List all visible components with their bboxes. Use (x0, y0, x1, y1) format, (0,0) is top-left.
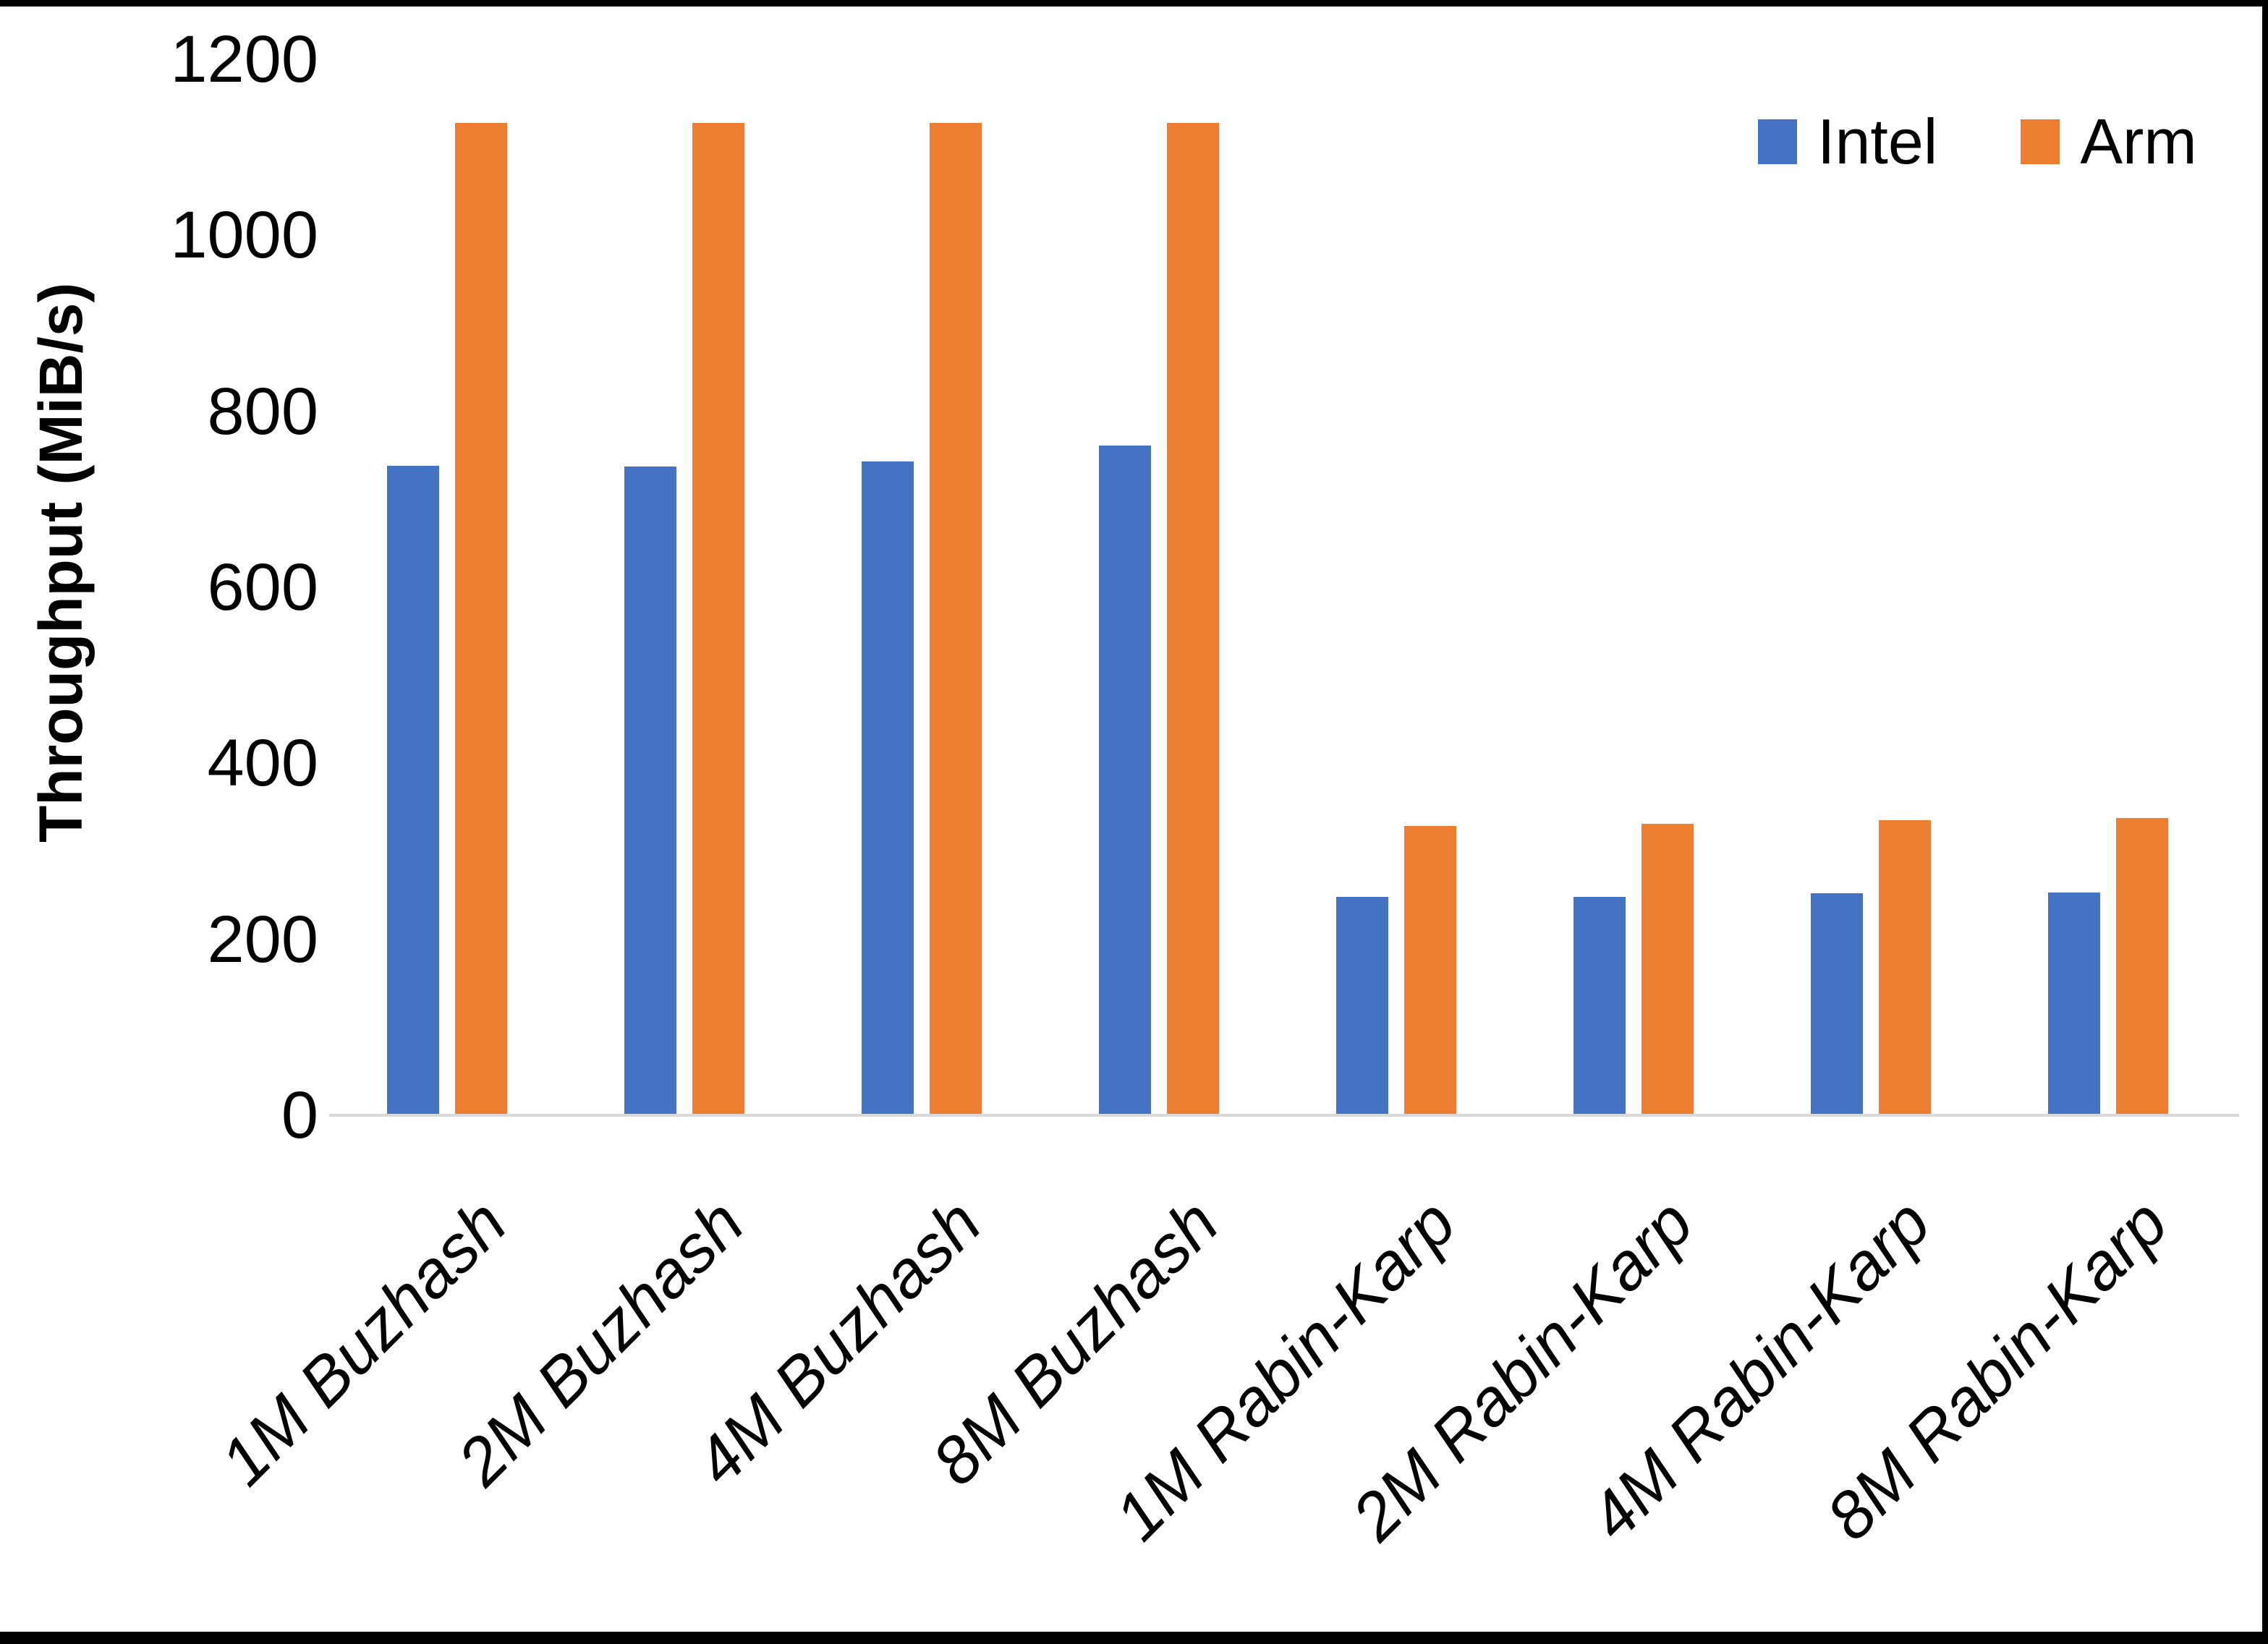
y-tick-label-600: 600 (207, 550, 319, 624)
frame-border-right (2262, 0, 2268, 1644)
legend-swatch-intel (1758, 119, 1797, 164)
y-tick-label-400: 400 (207, 726, 319, 801)
bar-arm-4m-rabin-karp (1879, 820, 1931, 1115)
bar-intel-1m-buzhash (387, 466, 439, 1115)
bar-arm-4m-buzhash (930, 122, 982, 1115)
legend-item-intel: Intel (1758, 107, 1937, 176)
frame-border-top (0, 0, 2268, 7)
bar-intel-4m-rabin-karp (1811, 893, 1863, 1115)
bar-arm-1m-buzhash (455, 122, 507, 1115)
bar-arm-2m-buzhash (692, 122, 744, 1115)
y-tick-label-800: 800 (207, 374, 319, 448)
legend: Intel Arm (1758, 107, 2197, 176)
x-axis-line (329, 1114, 2239, 1117)
bar-arm-8m-buzhash (1167, 122, 1219, 1115)
y-tick-label-0: 0 (281, 1078, 318, 1152)
legend-item-arm: Arm (2021, 106, 2197, 177)
frame-border-bottom (0, 1632, 2268, 1644)
y-tick-label-1000: 1000 (170, 198, 318, 273)
bar-intel-8m-rabin-karp (2048, 893, 2100, 1115)
legend-label-arm: Arm (2080, 106, 2197, 177)
x-category-label-1m-buzhash: 1M Buzhash (206, 1185, 521, 1500)
legend-swatch-arm (2021, 119, 2060, 164)
bar-arm-8m-rabin-karp (2116, 817, 2168, 1115)
bar-intel-2m-rabin-karp (1573, 897, 1626, 1115)
y-tick-label-1200: 1200 (170, 22, 318, 96)
y-tick-label-200: 200 (207, 902, 319, 976)
bar-arm-2m-rabin-karp (1641, 824, 1694, 1115)
bar-intel-2m-buzhash (624, 467, 676, 1115)
bar-intel-1m-rabin-karp (1336, 897, 1388, 1115)
bar-arm-1m-rabin-karp (1404, 825, 1456, 1115)
bar-intel-8m-buzhash (1099, 446, 1151, 1115)
legend-label-intel: Intel (1817, 106, 1938, 177)
bar-intel-4m-buzhash (862, 461, 914, 1115)
